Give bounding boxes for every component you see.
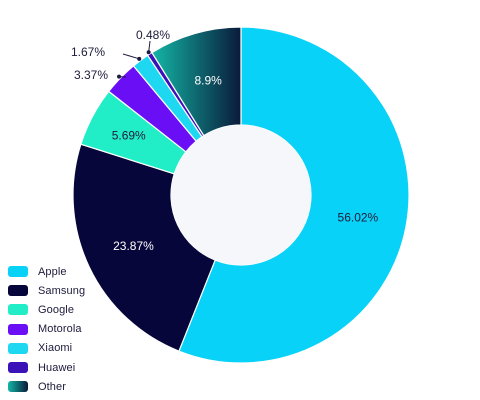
slice-label-apple: 56.02% xyxy=(338,210,379,224)
legend-label-other: Other xyxy=(38,380,67,393)
legend: Apple Samsung Google Motorola Xiaomi Huawei Ot… xyxy=(8,262,85,396)
legend-item-motorola: Motorola xyxy=(8,320,85,339)
legend-item-other: Other xyxy=(8,377,85,396)
legend-swatch-xiaomi xyxy=(8,342,28,354)
legend-swatch-motorola xyxy=(8,323,28,335)
slices-group xyxy=(72,26,410,364)
legend-label-apple: Apple xyxy=(38,265,67,278)
legend-swatch-apple xyxy=(8,266,28,278)
slice-label-huawei: 0.48% xyxy=(136,28,170,42)
callouts-group xyxy=(117,40,151,79)
slice-label-xiaomi: 1.67% xyxy=(71,45,105,59)
legend-label-google: Google xyxy=(38,303,75,316)
slice-labels-group: 56.02% 23.87% 5.69% 3.37% 1.67% 0.48% 8.9% xyxy=(71,28,379,253)
legend-label-motorola: Motorola xyxy=(38,323,82,336)
slice-label-samsung: 23.87% xyxy=(113,239,154,253)
slice-label-motorola: 3.37% xyxy=(74,68,108,82)
legend-swatch-google xyxy=(8,304,28,316)
callout-dot-huawei xyxy=(146,50,151,55)
callout-line-xiaomi xyxy=(122,53,140,60)
legend-item-xiaomi: Xiaomi xyxy=(8,339,85,358)
legend-swatch-huawei xyxy=(8,362,28,374)
legend-item-samsung: Samsung xyxy=(8,281,85,300)
slice-label-google: 5.69% xyxy=(112,129,146,143)
legend-item-google: Google xyxy=(8,300,85,319)
donut-hole xyxy=(171,125,311,265)
slice-label-other: 8.9% xyxy=(194,74,222,88)
callout-dot-xiaomi xyxy=(137,56,142,61)
legend-item-huawei: Huawei xyxy=(8,358,85,377)
legend-swatch-samsung xyxy=(8,285,28,297)
legend-label-xiaomi: Xiaomi xyxy=(38,342,73,355)
legend-item-apple: Apple xyxy=(8,262,85,281)
legend-label-huawei: Huawei xyxy=(38,361,76,374)
legend-label-samsung: Samsung xyxy=(38,284,86,297)
callout-dot-motorola xyxy=(117,74,122,79)
legend-swatch-other xyxy=(8,381,28,393)
